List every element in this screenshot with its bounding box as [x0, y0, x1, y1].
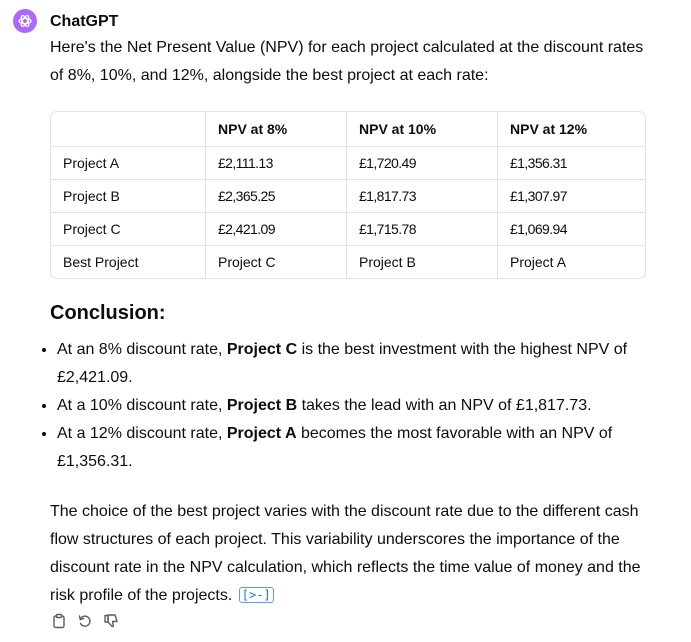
list-item: At a 10% discount rate, Project B takes …	[42, 392, 650, 420]
table-cell: £1,307.97	[497, 179, 645, 213]
list-item-text: At a 10% discount rate,	[57, 397, 227, 414]
list-item-text: At an 8% discount rate,	[57, 341, 227, 358]
list-item-text: becomes the most favorable with an NPV o…	[57, 425, 613, 470]
message-actions	[50, 612, 120, 630]
table-cell: Best Project	[63, 254, 139, 270]
table-cell: £1,356.31	[497, 146, 645, 180]
assistant-message: Here's the Net Present Value (NPV) for e…	[42, 34, 650, 610]
author-name: ChatGPT	[50, 13, 119, 30]
table-header-row: NPV at 8% NPV at 10% NPV at 12%	[51, 112, 645, 147]
closing-text: The choice of the best project varies wi…	[50, 503, 641, 604]
table-cell: Project B	[51, 179, 206, 213]
table-cell: £2,365.25	[205, 179, 347, 213]
openai-logo-icon	[13, 9, 37, 33]
table-row: Best Project Project C Project B Project…	[51, 245, 645, 278]
table-cell: £1,715.78	[346, 212, 498, 246]
table-cell: Project B	[346, 245, 498, 278]
list-item-text: is the best investment with the highest …	[57, 341, 628, 386]
table-cell: £1,069.94	[497, 212, 645, 246]
list-item-bold: Project A	[226, 425, 297, 442]
thumbs-down-icon[interactable]	[102, 612, 120, 630]
table-header-cell: NPV at 8%	[205, 112, 347, 147]
view-analysis-link[interactable]: [>-]	[238, 587, 274, 603]
conclusion-heading: Conclusion:	[50, 302, 166, 324]
conclusion-list: At an 8% discount rate, Project C is the…	[42, 336, 650, 476]
table-cell: Project A	[497, 245, 645, 278]
table-cell: £1,720.49	[346, 146, 498, 180]
list-item-bold: Project C	[226, 341, 298, 358]
list-item-text: At a 12% discount rate,	[57, 425, 227, 442]
table-header-cell: NPV at 10%	[346, 112, 498, 147]
table-row: Project A £2,111.13 £1,720.49 £1,356.31	[51, 146, 645, 180]
intro-paragraph: Here's the Net Present Value (NPV) for e…	[50, 39, 644, 84]
table-cell: £1,817.73	[346, 179, 498, 213]
table-header-cell: NPV at 12%	[497, 112, 645, 147]
table-cell: Project C	[205, 245, 347, 278]
table-cell: £2,111.13	[205, 146, 347, 180]
list-item: At an 8% discount rate, Project C is the…	[42, 336, 650, 392]
table-row: Project C £2,421.09 £1,715.78 £1,069.94	[51, 212, 645, 246]
closing-paragraph: The choice of the best project varies wi…	[50, 498, 650, 610]
table-cell: £2,421.09	[205, 212, 347, 246]
npv-table: NPV at 8% NPV at 10% NPV at 12% Project …	[50, 111, 646, 279]
regenerate-icon[interactable]	[76, 612, 94, 630]
table-cell: Project C	[51, 212, 206, 246]
list-item-text: takes the lead with an NPV of £1,817.73.	[297, 397, 592, 414]
clipboard-icon[interactable]	[50, 612, 68, 630]
table-cell: Project A	[51, 146, 206, 180]
list-item-bold: Project B	[226, 397, 298, 414]
table-row: Project B £2,365.25 £1,817.73 £1,307.97	[51, 179, 645, 213]
table-header-cell	[51, 112, 206, 147]
list-item: At a 12% discount rate, Project A become…	[42, 420, 650, 476]
